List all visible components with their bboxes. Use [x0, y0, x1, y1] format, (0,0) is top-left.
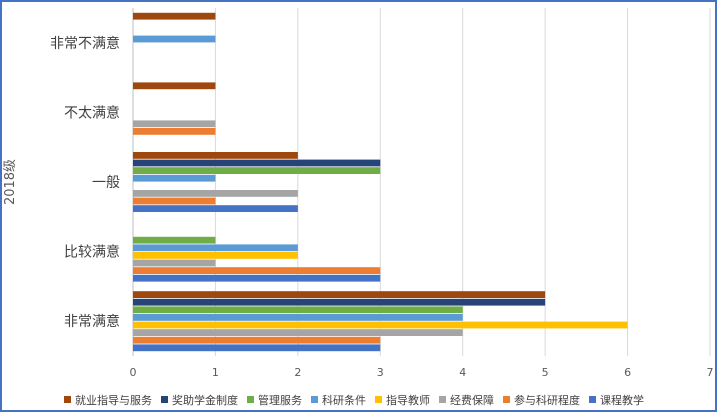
legend-label: 参与科研程度: [514, 393, 580, 407]
legend-label: 指导教师: [386, 393, 430, 407]
legend-label: 就业指导与服务: [75, 393, 152, 407]
bar: [133, 167, 381, 174]
category-label: 一般: [92, 175, 120, 191]
category-label: 非常不满意: [50, 35, 120, 52]
category-label: 比较满意: [64, 244, 120, 261]
x-tick-label: 4: [459, 366, 466, 379]
x-tick-label: 1: [212, 366, 219, 379]
legend-swatch: [64, 396, 71, 403]
bar: [133, 197, 216, 205]
bar: [133, 205, 298, 212]
bar: [133, 267, 381, 274]
bar: [133, 306, 463, 314]
legend-swatch: [161, 396, 168, 403]
legend-swatch: [247, 396, 254, 403]
bar: [133, 314, 463, 321]
legend-swatch: [439, 396, 446, 403]
bar: [133, 190, 298, 197]
legend-label: 奖助学金制度: [172, 393, 238, 407]
bar: [133, 291, 546, 298]
x-tick-label: 2: [294, 366, 301, 379]
legend-swatch: [589, 396, 596, 403]
bar: [133, 274, 381, 282]
category-label: 非常满意: [64, 313, 120, 330]
bar: [133, 259, 216, 267]
bar: [133, 298, 546, 306]
bar: [133, 244, 298, 252]
x-tick-label: 0: [130, 366, 137, 379]
x-tick-label: 5: [542, 366, 549, 379]
bar: [133, 12, 216, 20]
y-axis-label: 2018级: [3, 159, 18, 205]
legend-label: 课程教学: [600, 393, 644, 407]
x-tick-label: 3: [377, 366, 384, 379]
legend-label: 管理服务: [258, 393, 302, 407]
bar: [133, 252, 298, 259]
category-label: 不太满意: [64, 104, 120, 121]
bar: [133, 152, 298, 159]
bar: [133, 336, 381, 344]
bar: [133, 344, 381, 352]
bar: [133, 128, 216, 135]
bar: [133, 174, 216, 182]
legend-label: 经费保障: [450, 393, 494, 407]
bar: [133, 236, 216, 244]
bar: [133, 120, 216, 128]
bar: [133, 35, 216, 43]
legend-swatch: [311, 396, 318, 403]
legend-swatch: [503, 396, 510, 403]
legend-label: 科研条件: [322, 393, 366, 407]
x-tick-label: 6: [624, 366, 631, 379]
bar: [133, 329, 463, 336]
bar: [133, 82, 216, 90]
bar: [133, 321, 628, 329]
x-tick-label: 7: [707, 366, 714, 379]
legend-swatch: [375, 396, 382, 403]
bar: [133, 159, 381, 167]
